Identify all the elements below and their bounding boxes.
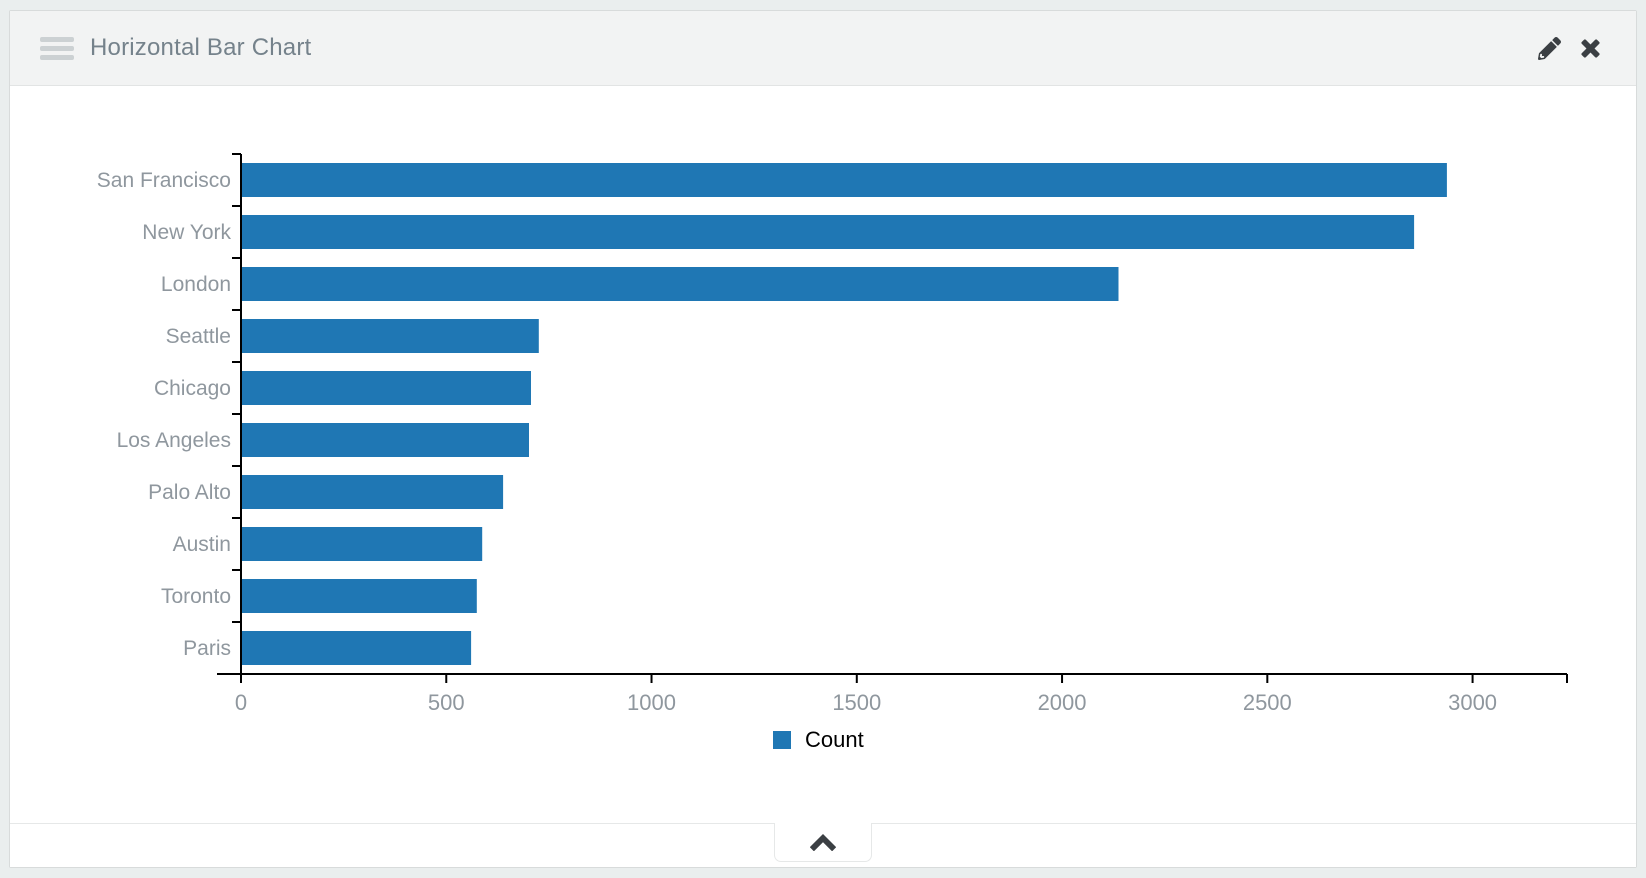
- y-axis-label: Los Angeles: [117, 429, 231, 452]
- legend-swatch: [773, 731, 791, 749]
- bar-toronto[interactable]: [242, 579, 477, 613]
- legend-item-count[interactable]: Count: [773, 727, 864, 752]
- y-axis-label: London: [161, 273, 231, 296]
- legend-label: Count: [805, 727, 864, 752]
- y-axis-label: Chicago: [154, 377, 231, 400]
- y-axis-label: New York: [142, 221, 231, 244]
- x-tick-label: 3000: [1448, 690, 1497, 715]
- bar-los-angeles[interactable]: [242, 423, 529, 457]
- y-axis-label: Seattle: [166, 325, 231, 348]
- chevron-up-icon: [810, 833, 836, 851]
- bar-paris[interactable]: [242, 631, 472, 665]
- bar-austin[interactable]: [242, 527, 483, 561]
- y-axis-label: Austin: [173, 533, 231, 556]
- chart-widget-card: Horizontal Bar Chart San Francisco New Yo…: [9, 10, 1637, 868]
- collapse-toggle[interactable]: [774, 823, 872, 862]
- drag-handle-icon[interactable]: [40, 36, 74, 60]
- header-actions: [1537, 36, 1602, 60]
- x-tick-label: 1500: [832, 690, 881, 715]
- bar-new-york[interactable]: [242, 215, 1415, 249]
- edit-button[interactable]: [1537, 36, 1561, 60]
- bar-palo-alto[interactable]: [242, 475, 504, 509]
- widget-footer: [10, 823, 1636, 867]
- bar-seattle[interactable]: [242, 319, 539, 353]
- y-axis-label: Paris: [183, 637, 231, 660]
- y-axis-label: Palo Alto: [148, 481, 231, 504]
- chart-area: San Francisco New York London Seattle Chicag…: [10, 86, 1636, 823]
- x-tick-label: 1000: [627, 690, 676, 715]
- bar-san-francisco[interactable]: [242, 163, 1447, 197]
- close-button[interactable]: [1578, 36, 1602, 60]
- bar-chicago[interactable]: [242, 371, 531, 405]
- horizontal-bar-chart: San Francisco New York London Seattle Chicag…: [97, 153, 1568, 752]
- pencil-icon: [1537, 36, 1561, 60]
- x-tick-label: 0: [235, 690, 247, 715]
- close-icon: [1580, 38, 1600, 58]
- x-tick-label: 2000: [1038, 690, 1087, 715]
- x-tick-label: 2500: [1243, 690, 1292, 715]
- y-axis-label: Toronto: [161, 585, 231, 608]
- bar-london[interactable]: [242, 267, 1119, 301]
- y-axis-label: San Francisco: [97, 169, 231, 192]
- widget-title: Horizontal Bar Chart: [90, 34, 312, 61]
- widget-header: Horizontal Bar Chart: [10, 11, 1636, 86]
- x-tick-label: 500: [428, 690, 465, 715]
